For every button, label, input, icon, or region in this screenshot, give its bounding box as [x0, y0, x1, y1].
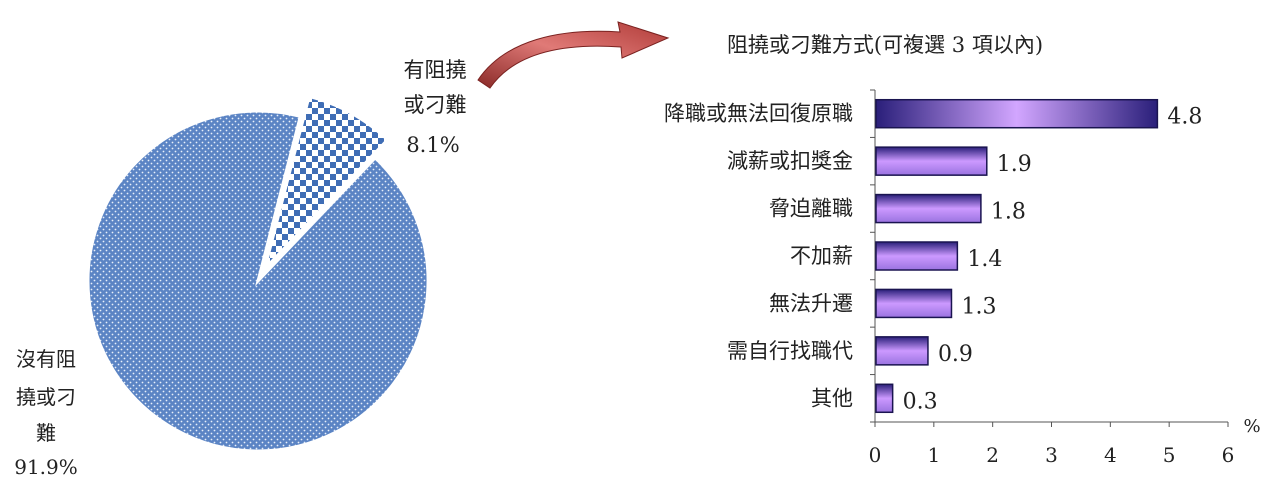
- category-label: 降職或無法回復原職: [664, 102, 853, 126]
- bar-chart: 0 1 2 3 4 5 6% 降職或無法回復原職 4.8 減薪或扣獎金 1.9 脅迫離職 1.8 不加薪 1…: [664, 89, 1261, 467]
- x-tick-label: 4: [1104, 443, 1117, 467]
- pie-label-not-obstructed-line1: 沒有阻: [16, 347, 76, 371]
- bar: [875, 288, 953, 319]
- data-label: 0.9: [938, 342, 973, 367]
- data-label: 1.8: [991, 200, 1026, 225]
- data-label: 1.4: [967, 247, 1002, 272]
- pie-value-not-obstructed: 91.9%: [14, 455, 78, 479]
- x-tick-label: 6: [1222, 443, 1235, 467]
- pie-label-not-obstructed-line2: 撓或刁: [16, 385, 76, 409]
- pie-value-obstructed: 8.1%: [406, 133, 459, 157]
- data-label: 0.3: [903, 389, 938, 414]
- data-label: 1.9: [997, 152, 1032, 177]
- pie-slice-not-obstructed: [86, 109, 430, 453]
- category-label: 脅迫離職: [769, 197, 853, 221]
- x-tick-label: 0: [869, 443, 882, 467]
- x-tick-label: 1: [927, 443, 940, 467]
- bar-chart-title: 阻撓或刁難方式(可複選 3 項以內): [727, 33, 1043, 57]
- category-label: 減薪或扣獎金: [727, 149, 853, 173]
- category-label: 無法升遷: [769, 291, 853, 315]
- category-label: 其他: [811, 386, 853, 410]
- pie-slice-obstructed: [261, 94, 390, 274]
- pie-label-not-obstructed-line3: 難: [36, 421, 56, 445]
- category-label: 需自行找職代: [727, 339, 853, 363]
- x-axis-unit: %: [1243, 416, 1260, 437]
- pie-label-obstructed-line2: 或刁難: [404, 93, 467, 117]
- bar: [875, 336, 929, 366]
- bar: [875, 146, 988, 176]
- pie-label-obstructed-line1: 有阻撓: [404, 58, 467, 82]
- data-label: 1.3: [961, 294, 996, 319]
- bar: [875, 98, 1159, 129]
- x-tick-label: 5: [1163, 443, 1176, 467]
- curved-arrow-icon: [477, 21, 670, 89]
- x-tick-label: 2: [986, 443, 999, 467]
- x-tick-label: 3: [1045, 443, 1058, 467]
- pie-label-not-obstructed: 沒有阻 撓或刁 難 91.9%: [14, 347, 78, 479]
- bar: [875, 193, 982, 224]
- category-label: 不加薪: [790, 244, 853, 268]
- pie-chart: [86, 94, 430, 453]
- bar: [875, 241, 959, 271]
- bar: [875, 383, 894, 414]
- pie-label-obstructed: 有阻撓 或刁難 8.1%: [404, 58, 467, 157]
- data-label: 4.8: [1167, 105, 1202, 130]
